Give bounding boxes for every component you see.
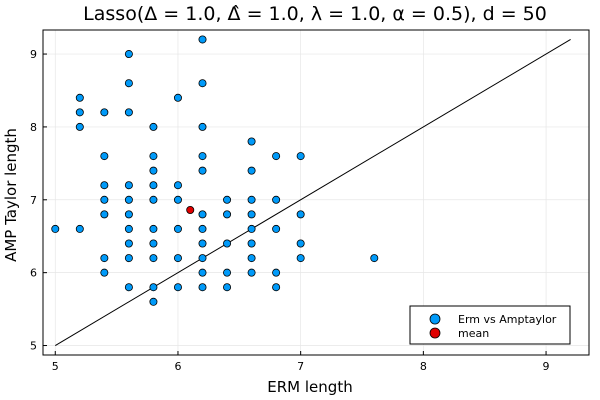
reference-line: [55, 39, 571, 346]
erm-point: [75, 93, 84, 102]
erm-point: [149, 239, 158, 248]
erm-point: [124, 283, 133, 292]
erm-point: [149, 152, 158, 161]
x-tick-label: 9: [543, 360, 550, 373]
erm-point: [247, 224, 256, 233]
axis-ticks: 5 6 7 8 9 5 6 7 8 9: [30, 48, 550, 373]
erm-point: [272, 283, 281, 292]
erm-point: [272, 224, 281, 233]
x-tick-label: 5: [52, 360, 59, 373]
erm-point: [198, 224, 207, 233]
x-axis-label: ERM length: [267, 378, 352, 396]
plot-frame: [42, 29, 590, 356]
erm-point: [223, 239, 232, 248]
erm-point: [100, 152, 109, 161]
erm-point: [247, 166, 256, 175]
erm-point: [100, 254, 109, 263]
erm-point: [51, 224, 60, 233]
grid-lines: [43, 30, 589, 355]
erm-point: [198, 283, 207, 292]
erm-point: [75, 122, 84, 131]
y-axis-label: AMP Taylor length: [2, 128, 20, 262]
mean-point: [186, 205, 195, 214]
x-tick-label: 7: [297, 360, 304, 373]
erm-point: [223, 195, 232, 204]
erm-point: [75, 108, 84, 117]
erm-point: [198, 210, 207, 219]
erm-point: [198, 122, 207, 131]
erm-point: [149, 166, 158, 175]
erm-point: [272, 268, 281, 277]
erm-point: [100, 181, 109, 190]
erm-point: [124, 224, 133, 233]
erm-point: [100, 268, 109, 277]
erm-point: [149, 224, 158, 233]
erm-point: [198, 254, 207, 263]
erm-point: [296, 254, 305, 263]
y-tick-label: 9: [30, 48, 37, 61]
erm-point: [173, 181, 182, 190]
erm-point: [223, 210, 232, 219]
erm-point: [247, 268, 256, 277]
erm-point: [124, 210, 133, 219]
erm-point: [124, 79, 133, 88]
y-tick-label: 5: [30, 340, 37, 353]
erm-point: [247, 210, 256, 219]
erm-point: [296, 152, 305, 161]
y-tick-label: 8: [30, 121, 37, 134]
erm-point: [296, 210, 305, 219]
erm-point: [370, 254, 379, 263]
erm-point: [198, 35, 207, 44]
x-tick-label: 8: [420, 360, 427, 373]
legend-label-mean: mean: [458, 327, 489, 340]
legend-marker-erm: [429, 313, 441, 325]
erm-point: [173, 195, 182, 204]
erm-point: [124, 239, 133, 248]
erm-point: [198, 268, 207, 277]
erm-point: [149, 195, 158, 204]
erm-point: [124, 254, 133, 263]
erm-point: [75, 224, 84, 233]
erm-point: [149, 254, 158, 263]
erm-point: [198, 239, 207, 248]
erm-point: [173, 254, 182, 263]
erm-point: [100, 210, 109, 219]
erm-point: [296, 239, 305, 248]
erm-point: [149, 283, 158, 292]
y-tick-label: 7: [30, 194, 37, 207]
erm-point: [247, 137, 256, 146]
legend: Erm vs Amptaylor mean: [409, 305, 571, 345]
legend-marker-mean: [429, 327, 441, 339]
y-tick-label: 6: [30, 267, 37, 280]
erm-point: [173, 224, 182, 233]
erm-point: [124, 108, 133, 117]
erm-point: [272, 195, 281, 204]
erm-point: [173, 283, 182, 292]
erm-point: [149, 122, 158, 131]
erm-point: [173, 93, 182, 102]
legend-label-erm: Erm vs Amptaylor: [458, 313, 557, 326]
erm-point: [223, 268, 232, 277]
erm-point: [247, 195, 256, 204]
x-tick-label: 6: [174, 360, 181, 373]
erm-point: [198, 166, 207, 175]
erm-point: [198, 79, 207, 88]
erm-point: [223, 283, 232, 292]
erm-point: [124, 181, 133, 190]
erm-point: [149, 181, 158, 190]
erm-point: [247, 239, 256, 248]
erm-point: [100, 195, 109, 204]
data-points: [51, 35, 379, 306]
chart-title: Lasso(Δ = 1.0, Δ̂ = 1.0, λ = 1.0, α = 0.…: [83, 3, 547, 25]
erm-point: [124, 50, 133, 59]
erm-point: [198, 152, 207, 161]
erm-point: [247, 254, 256, 263]
erm-point: [149, 297, 158, 306]
erm-point: [100, 108, 109, 117]
erm-point: [272, 152, 281, 161]
erm-point: [124, 195, 133, 204]
